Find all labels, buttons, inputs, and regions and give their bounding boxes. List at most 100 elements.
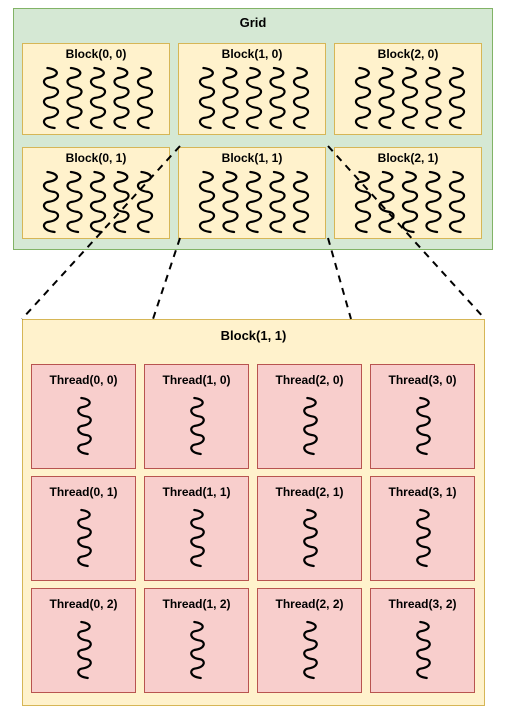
thread-waves-icon [42,170,154,234]
thread-2-1: Thread(2, 1) [257,476,362,581]
wavy-thread-icon [416,396,431,456]
thread-wave [416,620,431,680]
block-2-0: Block(2, 0) [334,43,482,135]
thread-3-0: Thread(3, 0) [370,364,475,469]
wavy-thread-icon [303,508,318,568]
thread-wave [136,66,154,130]
thread-wave [222,170,239,234]
thread-wave [113,66,130,130]
thread-wave [448,170,466,234]
block-0-0: Block(0, 0) [22,43,170,135]
thread-waves-icon [198,170,310,234]
thread-waves-icon [354,66,466,130]
wavy-thread-icon [190,508,205,568]
thread-wave [198,66,216,130]
thread-3-1: Thread(3, 1) [370,476,475,581]
thread-wave [77,396,92,456]
thread-0-2: Thread(0, 2) [31,588,136,693]
thread-wave [190,508,205,568]
block-label: Block(0, 0) [65,47,127,61]
thread-label: Thread(0, 1) [49,485,118,499]
block-label: Block(2, 1) [377,151,439,165]
thread-wave [303,508,318,568]
thread-label: Thread(3, 1) [388,485,457,499]
thread-wave [190,396,205,456]
connector-line [327,237,352,320]
thread-label: Thread(3, 0) [388,373,457,387]
thread-wave [401,66,419,130]
thread-wave [113,170,130,234]
thread-label: Thread(2, 0) [275,373,344,387]
detail-block: Block(1, 1) Thread(0, 0) Thread(1, 0) Th… [22,319,485,706]
thread-wave [425,66,442,130]
wavy-thread-icon [416,620,431,680]
thread-wave [292,66,310,130]
thread-label: Thread(0, 2) [49,597,118,611]
thread-wave [245,170,263,234]
thread-1-1: Thread(1, 1) [144,476,249,581]
grid-container: Grid Block(0, 0) Block(1, 0) Block(2, 0)… [13,8,493,250]
thread-3-2: Thread(3, 2) [370,588,475,693]
detail-block-title: Block(1, 1) [220,328,287,343]
thread-wave [89,170,107,234]
thread-wave [42,66,60,130]
thread-waves-icon [354,170,466,234]
thread-wave [89,66,107,130]
thread-wave [378,170,395,234]
thread-wave [222,66,239,130]
thread-wave [245,66,263,130]
wavy-thread-icon [77,508,92,568]
block-label: Block(1, 0) [221,47,283,61]
thread-wave [198,170,216,234]
block-1-0: Block(1, 0) [178,43,326,135]
block-2-1: Block(2, 1) [334,147,482,239]
thread-wave [303,396,318,456]
thread-label: Thread(0, 0) [49,373,118,387]
thread-wave [42,170,60,234]
thread-waves-icon [42,66,154,130]
connector-line [152,237,181,320]
wavy-thread-icon [303,620,318,680]
thread-wave [354,170,372,234]
thread-wave [77,620,92,680]
thread-label: Thread(3, 2) [388,597,457,611]
thread-label: Thread(2, 2) [275,597,344,611]
thread-wave [66,170,83,234]
thread-wave [354,66,372,130]
thread-label: Thread(1, 0) [162,373,231,387]
thread-label: Thread(1, 1) [162,485,231,499]
thread-0-0: Thread(0, 0) [31,364,136,469]
thread-1-2: Thread(1, 2) [144,588,249,693]
thread-wave [448,66,466,130]
wavy-thread-icon [77,396,92,456]
thread-wave [269,66,286,130]
block-0-1: Block(0, 1) [22,147,170,239]
wavy-thread-icon [77,620,92,680]
wavy-thread-icon [190,620,205,680]
grid-title: Grid [239,15,267,30]
thread-2-2: Thread(2, 2) [257,588,362,693]
wavy-thread-icon [416,508,431,568]
thread-wave [269,170,286,234]
thread-wave [416,508,431,568]
thread-label: Thread(2, 1) [275,485,344,499]
thread-label: Thread(1, 2) [162,597,231,611]
thread-2-0: Thread(2, 0) [257,364,362,469]
thread-wave [401,170,419,234]
thread-wave [425,170,442,234]
thread-0-1: Thread(0, 1) [31,476,136,581]
thread-1-0: Thread(1, 0) [144,364,249,469]
thread-wave [292,170,310,234]
thread-wave [190,620,205,680]
wavy-thread-icon [190,396,205,456]
wavy-thread-icon [303,396,318,456]
thread-wave [77,508,92,568]
thread-wave [303,620,318,680]
thread-wave [136,170,154,234]
block-1-1: Block(1, 1) [178,147,326,239]
thread-wave [66,66,83,130]
thread-wave [416,396,431,456]
block-label: Block(1, 1) [221,151,283,165]
block-label: Block(2, 0) [377,47,439,61]
block-label: Block(0, 1) [65,151,127,165]
